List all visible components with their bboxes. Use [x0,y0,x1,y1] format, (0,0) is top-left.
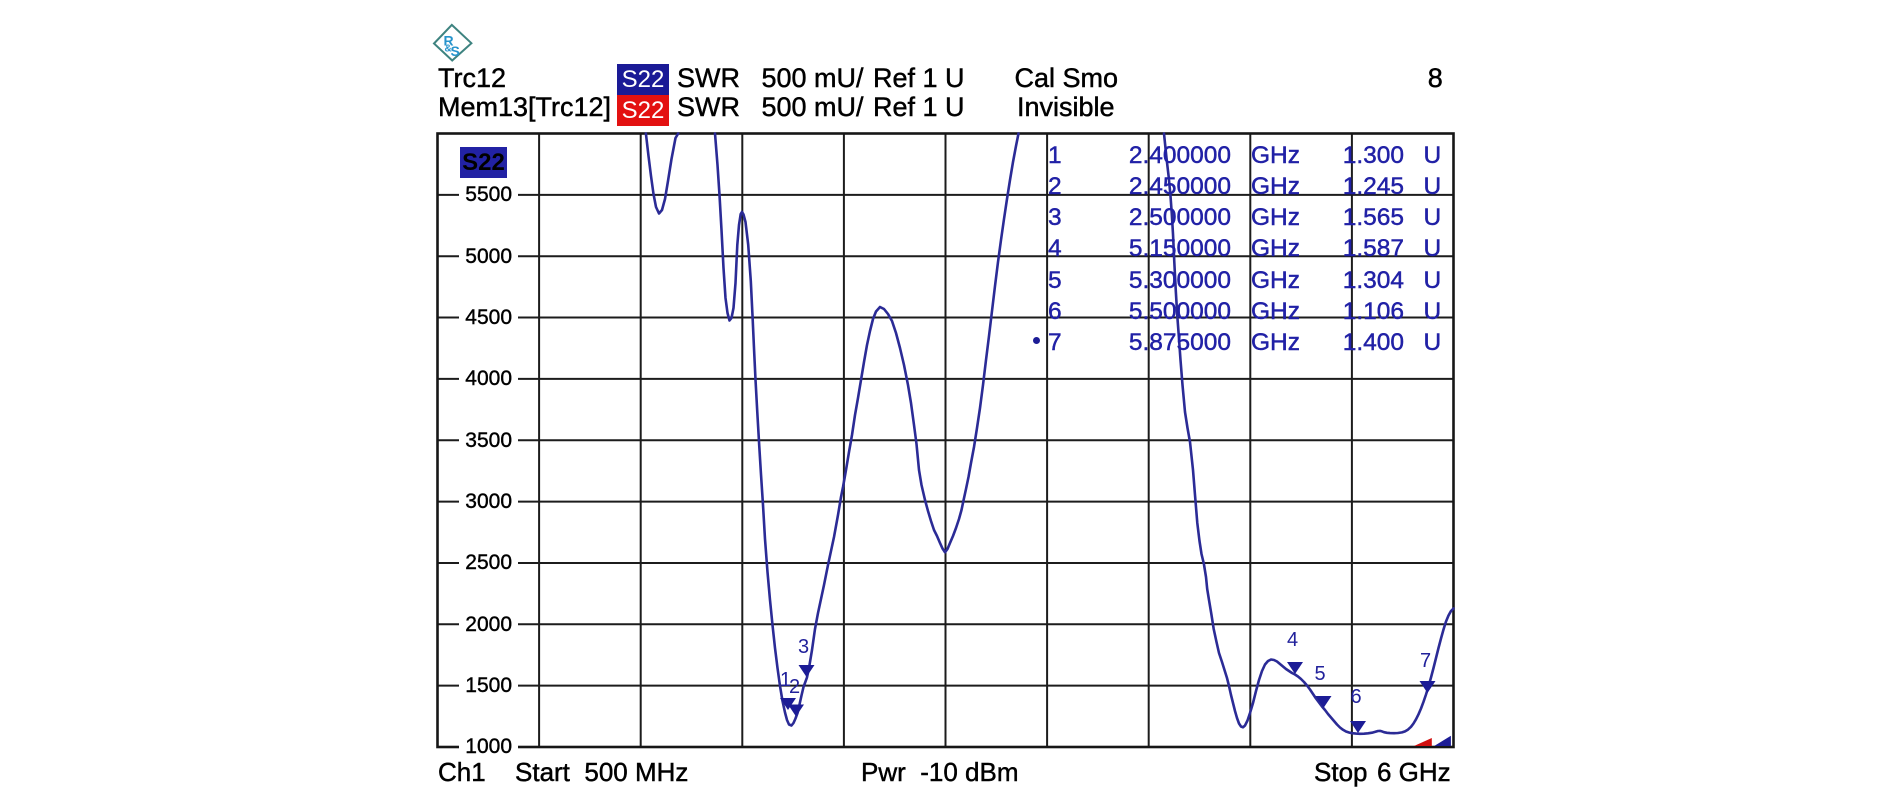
svg-text:R: R [444,33,454,49]
svg-text:S: S [451,43,460,59]
svg-text:&: & [445,44,452,55]
